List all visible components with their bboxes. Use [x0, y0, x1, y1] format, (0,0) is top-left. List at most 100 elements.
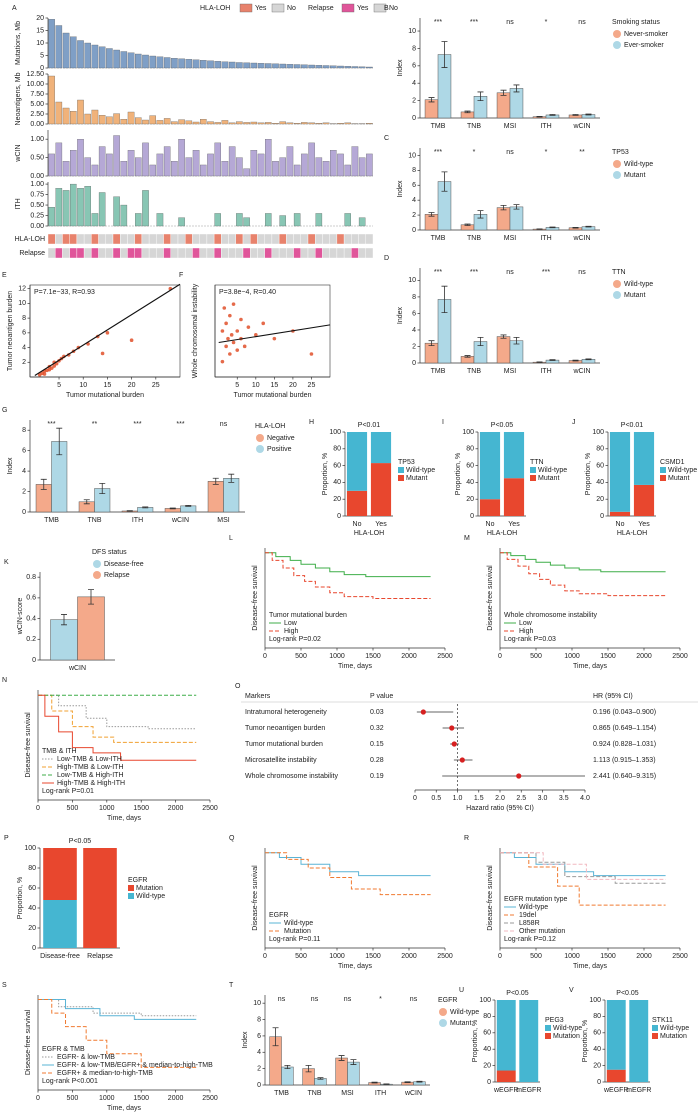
legend-label: Relapse	[104, 572, 130, 579]
heat-cell	[358, 233, 366, 245]
heat-cell	[278, 247, 287, 259]
legend-swatch	[271, 3, 285, 13]
error-bar	[83, 499, 90, 505]
legend-title: Whole chromosome instability	[504, 612, 597, 619]
y-tick-label: 100	[592, 429, 604, 436]
point	[222, 306, 227, 310]
error-bar	[350, 1059, 357, 1065]
x-tick-label: 2500	[437, 953, 453, 960]
heat-cell	[322, 233, 330, 245]
y-tick-label: 7.50	[30, 91, 44, 98]
y-tick-label: 4	[412, 327, 416, 334]
y-axis-label: Disease-free survival	[252, 865, 259, 931]
legend-label: Wild-type	[553, 1025, 582, 1032]
x-tick-label: TNB	[308, 1090, 322, 1097]
y-tick-label: 0.00	[30, 173, 44, 180]
y-axis-label: Mutations, Mb	[15, 21, 22, 65]
track-bar	[135, 117, 142, 125]
hr-label: 0.865 (0.649–1.154)	[593, 725, 656, 732]
bar	[50, 619, 78, 661]
y-tick-label: 0.75	[30, 191, 44, 198]
x-axis-label: Time, days	[107, 815, 141, 822]
y-tick-label: 20	[28, 925, 36, 932]
panel-label: L	[229, 535, 233, 542]
bar	[77, 596, 105, 661]
track-bar	[250, 150, 258, 177]
legend-title: TMB & ITH	[42, 748, 77, 755]
point	[224, 321, 228, 326]
bar-segment	[83, 848, 117, 948]
heat-cell	[264, 247, 273, 259]
y-tick-label: 10.00	[26, 81, 44, 88]
legend-label: Wild-type	[660, 1025, 689, 1032]
y-tick-label: 15	[36, 27, 44, 34]
heat-cell	[134, 247, 143, 259]
x-tick-label: 10	[252, 382, 260, 389]
y-tick-label: 5.00	[30, 101, 44, 108]
error-bar	[513, 84, 520, 93]
track-bar	[55, 101, 63, 125]
error-bar	[61, 614, 67, 626]
x-tick-label: 20	[128, 382, 136, 389]
legend-label: Never-smoker	[624, 31, 669, 38]
heat-cell	[156, 247, 164, 259]
legend-title: DFS status	[92, 549, 127, 556]
y-tick-label: 80	[596, 446, 604, 453]
significance: ns	[311, 996, 319, 1003]
track-bar	[156, 56, 164, 69]
track-bar	[207, 60, 214, 69]
heat-cell	[156, 233, 164, 245]
error-bar	[477, 91, 484, 102]
heat-cell	[343, 247, 352, 259]
track-bar	[265, 122, 272, 125]
x-tick-label: Yes	[638, 521, 650, 528]
heat-cell	[336, 233, 345, 245]
track-bar	[98, 192, 106, 227]
panel-label: Q	[229, 835, 235, 842]
error-bar	[464, 355, 471, 358]
error-bar	[500, 334, 507, 339]
track-bar	[243, 168, 250, 177]
track-bar	[77, 99, 84, 125]
row-label: Relapse	[19, 250, 45, 257]
track-bar	[250, 62, 258, 69]
fit-line	[218, 324, 331, 344]
hr-point	[449, 725, 455, 731]
x-tick-label: 0	[498, 653, 502, 660]
significance: *	[379, 996, 382, 1003]
p-value: 0.03	[370, 709, 384, 716]
legend-label: Wild-type	[136, 893, 165, 900]
y-tick-label: 5	[40, 52, 44, 59]
point	[220, 329, 225, 333]
heat-cell	[271, 233, 280, 245]
error-bar	[305, 1064, 312, 1073]
track-bar	[257, 122, 265, 125]
x-tick-label: 2500	[437, 653, 453, 660]
track-bar	[214, 61, 221, 69]
y-tick-label: 0	[412, 227, 416, 234]
significance: ns	[578, 269, 586, 276]
track-bar	[77, 188, 84, 227]
panel-label: N	[2, 677, 7, 684]
track-bar	[279, 215, 286, 227]
heat-cell	[141, 233, 150, 245]
point	[42, 372, 47, 376]
heat-cell	[293, 233, 301, 245]
heat-cell	[250, 233, 258, 245]
track-bar	[98, 146, 106, 177]
y-tick-label: 100	[329, 429, 341, 436]
legend-label: Other mutation	[519, 928, 565, 935]
panel-label: C	[384, 135, 389, 142]
track-bar	[272, 123, 279, 125]
bar	[424, 214, 439, 231]
y-axis-label: Tumor neoantigen burden	[7, 291, 14, 371]
error-bar	[317, 1077, 324, 1080]
error-bar	[404, 1081, 411, 1083]
x-tick-label: TMB	[274, 1090, 289, 1097]
x-tick-label: 1.5	[474, 795, 484, 802]
x-tick-label: No	[353, 521, 362, 528]
track-bar	[293, 164, 301, 177]
legend-label: Mutant	[450, 1020, 471, 1027]
y-tick-label: 0	[487, 1079, 491, 1086]
